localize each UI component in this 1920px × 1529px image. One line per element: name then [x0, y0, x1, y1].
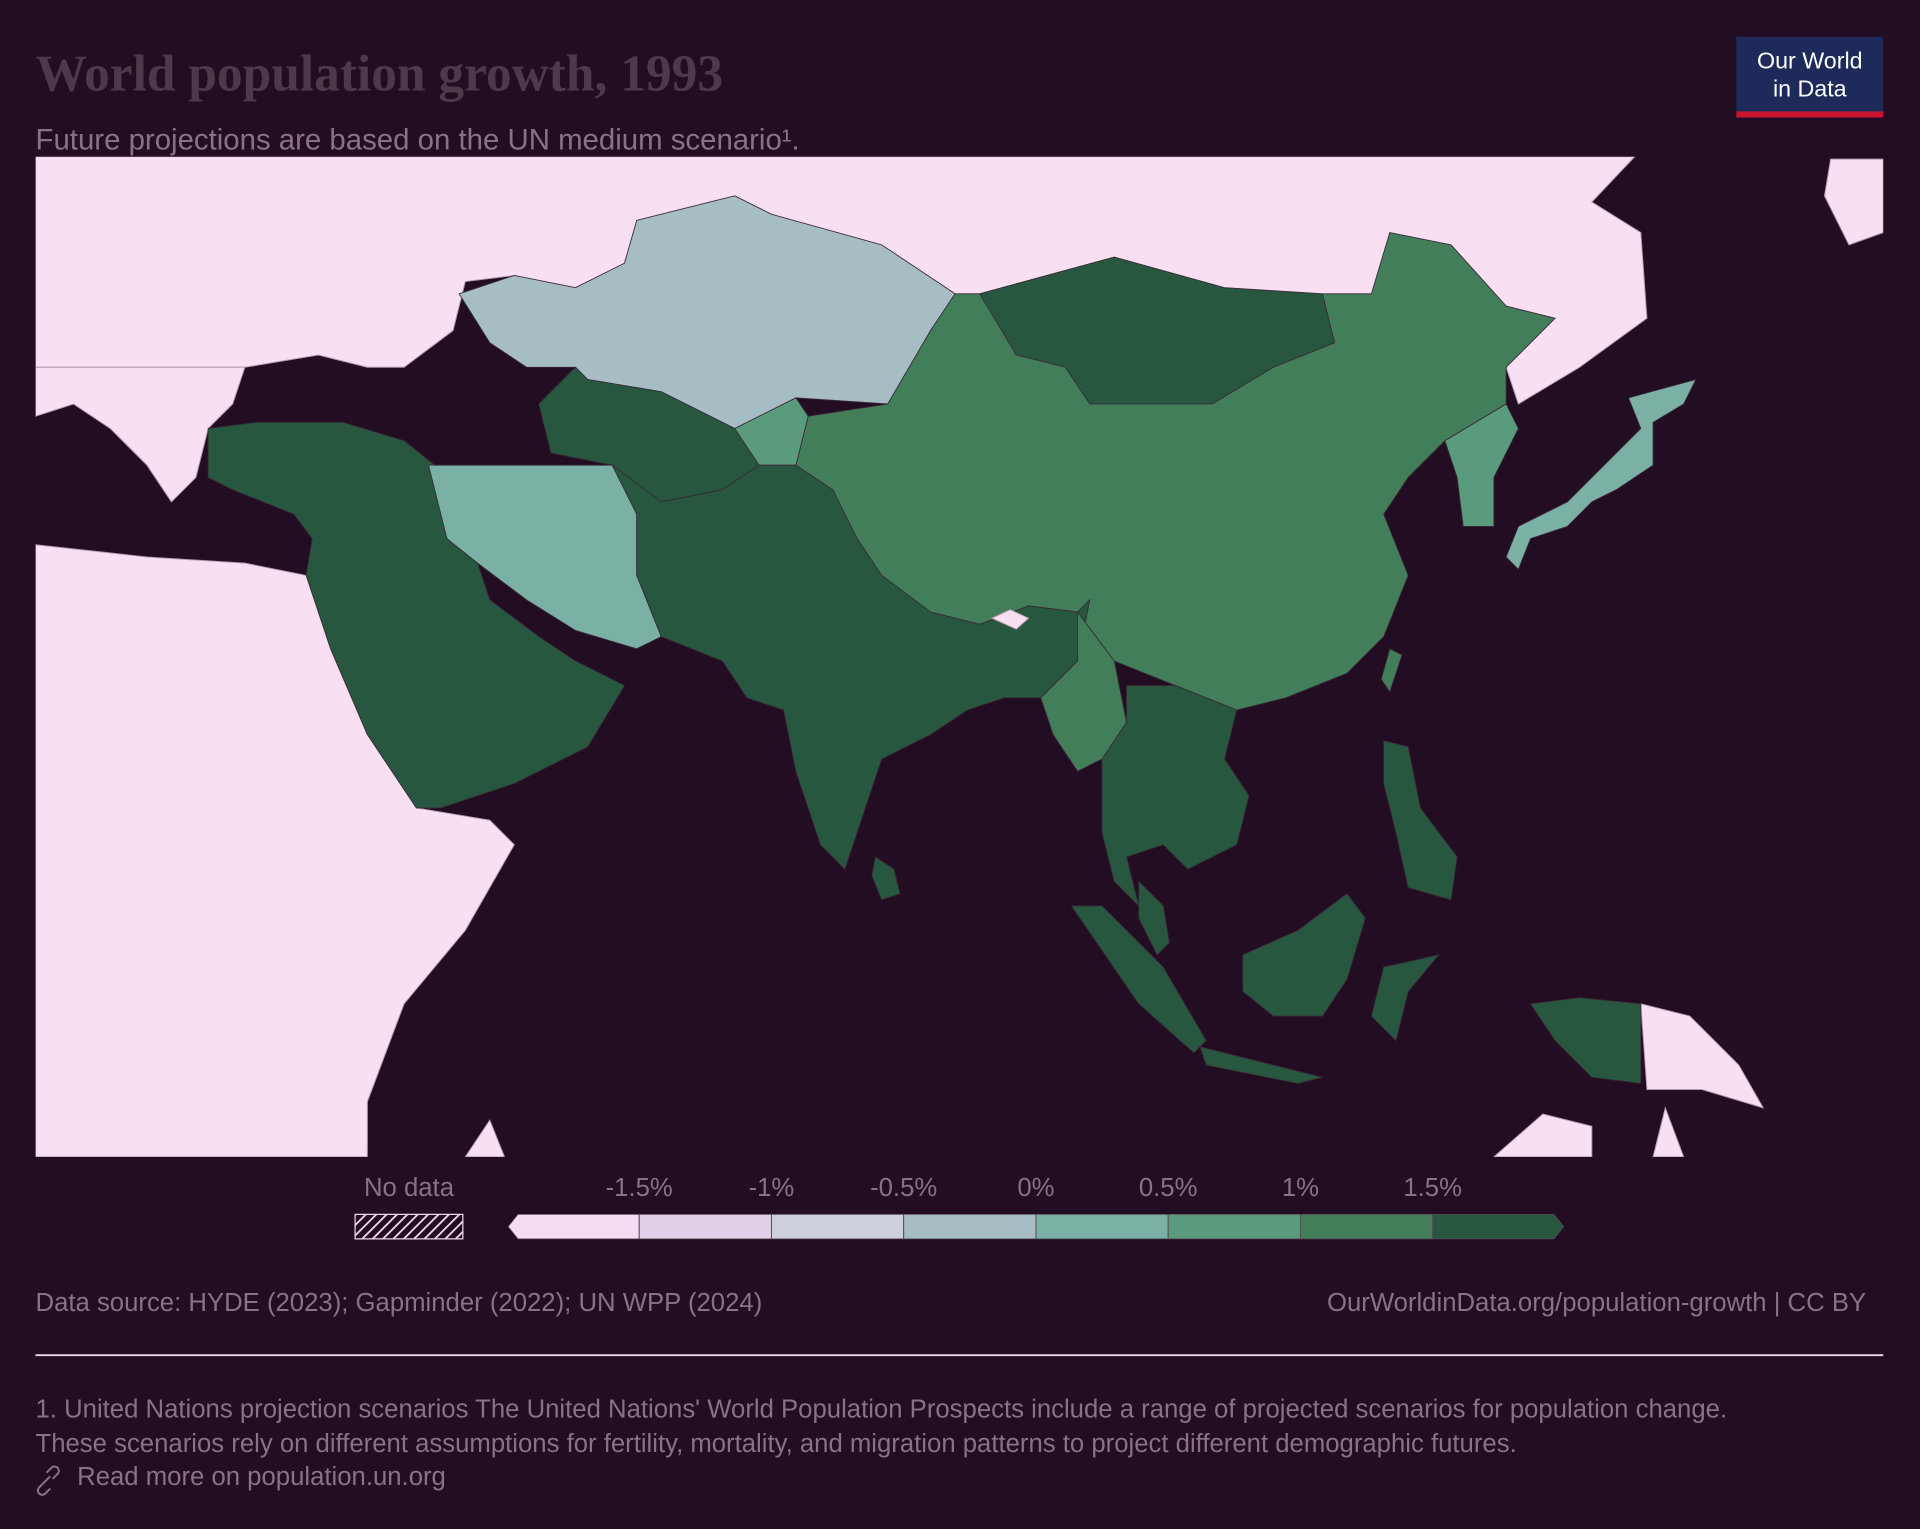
land — [1652, 1106, 1685, 1157]
logo-box — [1736, 36, 1884, 113]
legend: No data -1.5% -1% -0.5% 0% 0.5% 1% 1.5% — [354, 1174, 1565, 1240]
legend-tick-label: 0.5% — [1139, 1174, 1198, 1202]
region — [1380, 648, 1403, 693]
legend-tick-label: 1% — [1282, 1174, 1319, 1202]
land — [464, 1119, 506, 1157]
chart-title: World population growth, 1993 — [36, 46, 724, 103]
land — [1823, 158, 1884, 246]
region — [1138, 880, 1170, 956]
region — [1101, 685, 1250, 908]
region — [1242, 893, 1366, 1017]
region — [1505, 378, 1697, 571]
region — [1070, 905, 1207, 1054]
legend-swatch — [1167, 1214, 1301, 1240]
region — [207, 421, 626, 809]
legend-no-data-label: No data — [364, 1174, 455, 1202]
legend-swatch — [1300, 1214, 1434, 1240]
legend-swatch — [1432, 1214, 1565, 1240]
land — [35, 544, 515, 1157]
region — [1529, 997, 1642, 1084]
legend-swatch — [903, 1214, 1037, 1240]
region — [428, 464, 662, 650]
region — [871, 856, 901, 901]
link-icon — [36, 1465, 60, 1496]
region — [1199, 1046, 1323, 1084]
region — [734, 397, 809, 466]
url[interactable]: OurWorldinData.org/population-growth | C… — [1327, 1289, 1866, 1317]
legend-swatch — [638, 1214, 772, 1240]
logo-text: in Data — [1773, 76, 1847, 102]
legend-tick-label: -1% — [749, 1174, 795, 1202]
region — [1444, 403, 1519, 527]
map — [35, 156, 1884, 1157]
legend-no-data-swatch — [354, 1213, 464, 1240]
legend-swatch — [1035, 1214, 1169, 1240]
region — [611, 464, 1091, 870]
source: Data source: HYDE (2023); Gapminder (202… — [36, 1289, 763, 1317]
footnote: These scenarios rely on different assump… — [36, 1430, 1517, 1458]
logo[interactable]: Our World in Data — [1736, 36, 1884, 118]
land — [1493, 1113, 1593, 1157]
read-more-link[interactable]: Read more on population.un.org — [77, 1463, 446, 1491]
subtitle: Future projections are based on the UN m… — [36, 123, 800, 156]
region — [1040, 610, 1127, 772]
logo-underline — [1736, 111, 1884, 118]
region — [1383, 740, 1458, 901]
legend-swatch — [507, 1214, 640, 1240]
legend-tick-label: 0% — [1017, 1174, 1054, 1202]
logo-text: Our World — [1757, 48, 1863, 74]
legend-tick-label: -0.5% — [870, 1174, 937, 1202]
land — [990, 609, 1030, 630]
legend-tick-label: -1.5% — [606, 1174, 673, 1202]
legend-swatch — [771, 1214, 905, 1240]
legend-tick-label: 1.5% — [1403, 1174, 1462, 1202]
footnote: 1. United Nations projection scenarios T… — [36, 1396, 1728, 1424]
region — [1370, 954, 1440, 1042]
land — [1640, 1003, 1765, 1109]
land — [35, 366, 246, 503]
